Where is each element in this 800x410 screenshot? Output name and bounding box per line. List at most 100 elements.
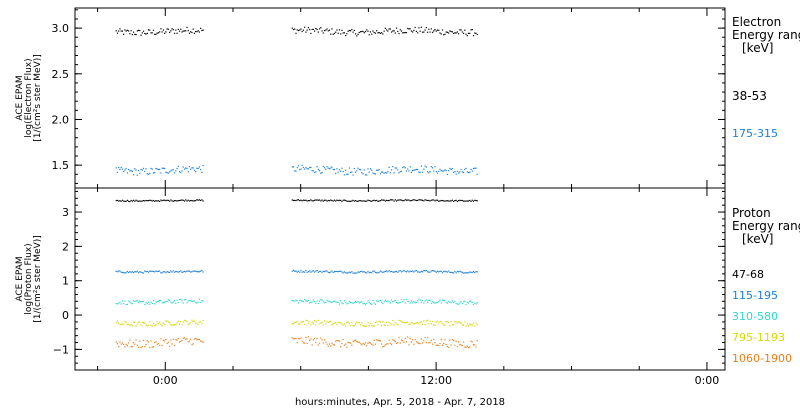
data-point [402,199,404,202]
data-point [358,302,360,304]
data-point [400,30,403,32]
data-point [198,271,200,273]
data-point [326,343,328,345]
data-point [150,270,152,272]
data-point [410,171,413,173]
data-point [346,321,348,323]
data-point [384,299,386,301]
data-point [374,32,377,34]
data-point [325,29,327,31]
data-point [144,322,146,324]
data-point [312,170,314,172]
data-point [139,321,141,323]
data-point [372,344,374,346]
data-point [333,300,336,302]
data-point [466,272,468,274]
data-point [134,321,136,323]
data-point [458,271,460,273]
data-point [170,339,172,341]
data-point [188,200,191,202]
data-point [315,270,317,272]
data-point [186,270,188,272]
data-point [415,168,417,171]
data-point [415,302,417,304]
data-point [191,344,193,346]
data-point [317,302,319,305]
data-point [297,337,300,340]
data-point [192,300,194,302]
data-point [139,172,141,174]
data-point [435,30,437,32]
data-point [190,300,192,302]
ytick-label: 0 [62,309,69,322]
data-point [440,302,442,304]
data-point [453,340,455,342]
data-point [162,167,164,169]
data-point [431,343,434,345]
data-point [116,32,119,34]
data-point [161,31,163,33]
data-point [472,322,475,324]
data-point [353,302,355,304]
data-point [425,199,427,201]
data-point [159,200,161,202]
data-point [142,30,145,32]
data-point [430,323,432,325]
data-point [335,321,337,324]
data-point [176,200,178,202]
data-point [382,33,384,35]
data-point [125,272,127,274]
data-point [352,325,354,327]
data-point [354,33,357,35]
data-point [320,270,322,272]
data-point [402,340,404,342]
data-point [342,339,344,341]
data-point [130,323,132,325]
data-point [448,270,450,272]
data-point [453,200,455,203]
data-point [404,32,406,34]
data-point [336,339,338,342]
data-point [315,324,317,326]
data-point [454,300,456,303]
data-point [345,325,347,327]
data-point [193,320,196,322]
data-point [368,301,370,304]
data-point [384,324,386,327]
data-point [147,301,150,303]
data-point [440,270,442,272]
legend-entry: 175-315 [732,127,778,140]
data-point [129,170,131,172]
data-point [165,171,167,173]
data-point [387,271,389,273]
data-point [475,271,477,273]
data-point [420,321,422,323]
data-point [197,338,199,341]
data-point [353,325,355,327]
data-point [417,300,419,302]
data-point [359,271,362,273]
data-point [133,31,135,33]
data-point [147,324,150,326]
data-point [379,32,382,34]
data-point [149,29,151,31]
data-point [456,303,458,305]
data-point [426,337,429,339]
data-point [162,199,164,201]
data-point [433,170,435,172]
data-point [296,167,298,169]
data-point [419,199,421,201]
data-point [415,30,417,33]
data-point [388,28,390,30]
data-point [186,200,188,202]
data-point [443,342,445,344]
data-point [301,30,303,33]
data-point [386,321,388,323]
data-point [156,168,158,170]
data-point [403,322,405,324]
data-point [450,168,452,171]
data-point [191,271,193,273]
data-point [123,200,125,202]
data-point [135,325,137,327]
data-point [322,165,324,167]
